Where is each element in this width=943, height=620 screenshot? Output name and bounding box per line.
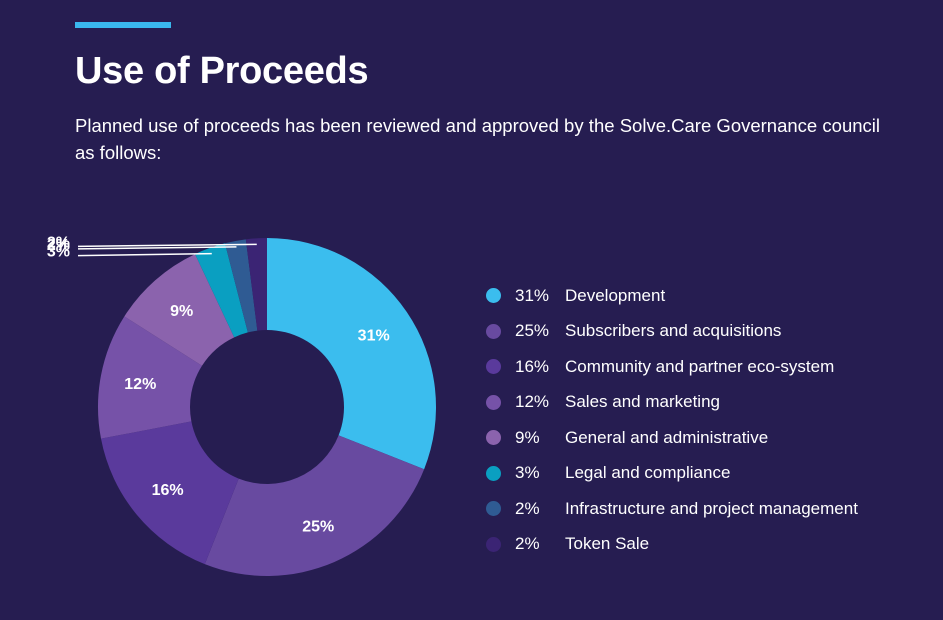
slice-label-leader: [77, 246, 237, 250]
page-subtitle: Planned use of proceeds has been reviewe…: [75, 115, 880, 163]
legend-label: Sales and marketing: [565, 392, 720, 412]
legend-percent: 2%: [515, 534, 540, 554]
legend-item: 3% Legal and compliance: [486, 456, 858, 492]
slice-value-label: 2%: [47, 234, 70, 251]
legend-label: Token Sale: [565, 534, 650, 554]
page-title: Use of Proceeds: [75, 50, 369, 92]
slice-value-label: 25%: [302, 518, 334, 535]
legend-percent: 2%: [515, 498, 540, 518]
legend-label: Infrastructure and project management: [565, 498, 858, 518]
legend-swatch: [486, 323, 501, 339]
slice-value-label: 9%: [170, 303, 193, 320]
legend-label: Legal and compliance: [565, 463, 731, 483]
slice-value-label: 16%: [152, 482, 184, 499]
legend-percent: 16%: [515, 356, 550, 376]
legend-item: 12% Sales and marketing: [486, 385, 858, 421]
donut-slice-5: [124, 254, 235, 366]
legend-label: Subscribers and acquisitions: [565, 321, 782, 341]
legend-label: Community and partner eco-system: [565, 356, 835, 376]
donut-slice-6: [195, 243, 248, 338]
donut-slice-3: [100, 421, 239, 565]
slice-value-label: 3%: [47, 244, 70, 261]
legend-item: 9% General and administrative: [486, 420, 858, 456]
legend-percent: 12%: [515, 392, 550, 412]
legend-percent: 25%: [515, 321, 550, 341]
legend-swatch: [486, 430, 501, 446]
donut-slice-1: [267, 238, 436, 470]
legend-item: 16% Community and partner eco-system: [486, 349, 858, 385]
donut-slice-2: [204, 435, 425, 576]
legend-percent: 9%: [515, 427, 540, 447]
legend-swatch: [486, 465, 501, 481]
legend-label: Development: [565, 285, 666, 305]
legend-percent: 3%: [515, 463, 540, 483]
slice-value-label: 31%: [358, 327, 390, 344]
chart-legend: 31% Development 25% Subscribers and acquisi…: [486, 278, 858, 562]
legend-percent: 31%: [515, 285, 550, 305]
legend-swatch: [486, 501, 501, 517]
donut-slice-4: [98, 316, 202, 439]
slice-value-label: 12%: [124, 376, 156, 393]
legend-swatch: [486, 536, 501, 552]
legend-item: 25% Subscribers and acquisitions: [486, 314, 858, 350]
legend-swatch: [486, 288, 501, 304]
donut-slice-7: [224, 239, 258, 333]
title-accent-bar: [75, 22, 171, 28]
legend-item: 31% Development: [486, 278, 858, 314]
slice-label-leader: [77, 243, 257, 248]
legend-label: General and administrative: [565, 427, 769, 447]
legend-item: 2% Token Sale: [486, 527, 858, 563]
legend-swatch: [486, 394, 501, 410]
slice-label-leader: [77, 252, 212, 257]
donut-slice-8: [245, 238, 267, 331]
legend-item: 2% Infrastructure and project management: [486, 491, 858, 527]
slice-value-label: 2%: [47, 237, 70, 254]
donut-chart: 31%25%16%12%9%3%2%2%: [47, 234, 436, 576]
legend-swatch: [486, 359, 501, 375]
